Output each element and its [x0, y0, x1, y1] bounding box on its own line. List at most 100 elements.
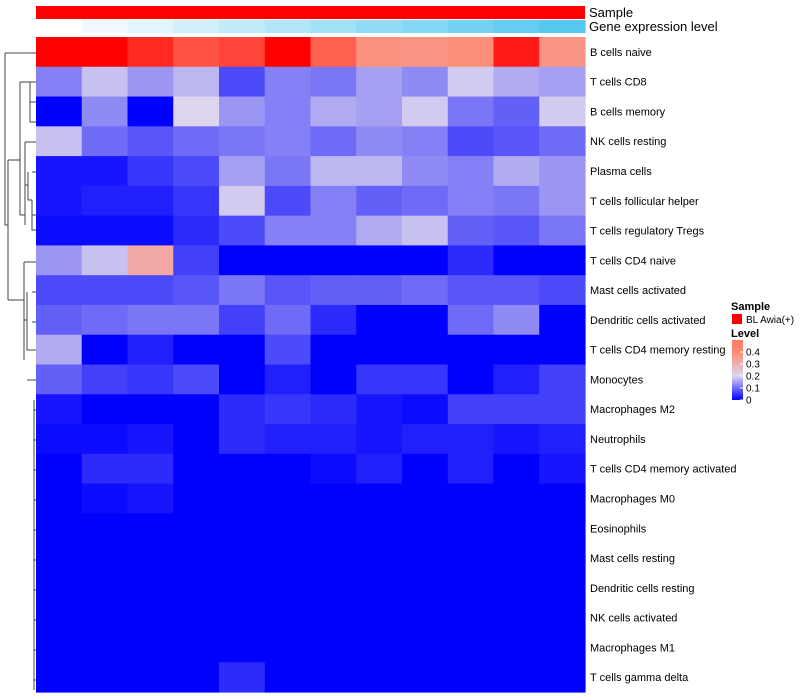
- heatmap-cell: [356, 453, 403, 485]
- heatmap-cell: [402, 513, 449, 544]
- heatmap-cell: [539, 424, 586, 455]
- heatmap-cell: [81, 572, 129, 604]
- heatmap-cell: [493, 96, 540, 127]
- heatmap-cell: [310, 96, 357, 127]
- heatmap-cell: [81, 96, 129, 127]
- heatmap-cell: [127, 602, 174, 634]
- heatmap-cell: [127, 632, 174, 663]
- heatmap-cell: [36, 304, 83, 336]
- heatmap-cell: [127, 453, 174, 485]
- heatmap-cell: [36, 215, 83, 247]
- row-label: T cells CD8: [590, 77, 647, 89]
- row-label: Plasma cells: [590, 166, 652, 178]
- heatmap-cell: [356, 304, 403, 336]
- heatmap-cell: [539, 394, 586, 425]
- heatmap-cell: [173, 215, 220, 247]
- heatmap-cell: [36, 245, 83, 276]
- legend-sample-swatch: [732, 314, 742, 324]
- heatmap-cell: [402, 334, 449, 366]
- heatmap-cell: [310, 245, 357, 276]
- dendrogram-branch: [24, 141, 36, 231]
- heatmap-cell: [81, 185, 129, 217]
- gene-expression-cell: [219, 20, 266, 33]
- heatmap-cell: [127, 424, 174, 455]
- heatmap-cell: [81, 632, 129, 663]
- heatmap-cell: [219, 602, 266, 634]
- annotation-bars: Sample Gene expression level: [36, 5, 718, 34]
- heatmap-cell: [402, 126, 449, 157]
- heatmap-cell: [493, 632, 540, 663]
- heatmap-cell: [264, 453, 312, 485]
- gene-expression-cell: [493, 20, 540, 33]
- heatmap-cell: [36, 334, 83, 366]
- heatmap-cell: [447, 215, 495, 247]
- heatmap-cell: [402, 215, 449, 247]
- heatmap-cell: [402, 602, 449, 634]
- heatmap-cell: [127, 275, 174, 306]
- legend-level-title: Level: [731, 328, 759, 340]
- dendrogram-branch: [19, 81, 30, 216]
- heatmap-cell: [447, 364, 495, 395]
- row-label: NK cells resting: [590, 136, 666, 148]
- heatmap-cell: [264, 304, 312, 336]
- heatmap-cell: [447, 304, 495, 336]
- heatmap-cell: [310, 275, 357, 306]
- legend-level-tick-label: 0: [746, 396, 752, 407]
- heatmap-cell: [81, 156, 129, 187]
- heatmap-cell: [493, 453, 540, 485]
- heatmap-cell: [356, 483, 403, 514]
- heatmap-cell: [264, 632, 312, 663]
- heatmap-cell: [81, 215, 129, 247]
- heatmap-cell: [539, 126, 586, 157]
- heatmap-cell: [493, 245, 540, 276]
- row-labels: B cells naive T cells CD8 B cells memory NK…: [590, 47, 737, 684]
- heatmap-cell: [264, 96, 312, 127]
- heatmap-cell: [127, 334, 174, 366]
- heatmap-cell: [219, 245, 266, 276]
- heatmap-cell: [81, 126, 129, 157]
- row-label: T cells CD4 naive: [590, 255, 676, 267]
- heatmap-cell: [493, 662, 540, 693]
- heatmap-cell: [127, 156, 174, 187]
- heatmap-cell: [539, 304, 586, 336]
- heatmap-cell: [219, 483, 266, 514]
- heatmap-cell: [219, 572, 266, 604]
- heatmap-cell: [539, 483, 586, 514]
- heatmap-cell: [447, 602, 495, 634]
- row-label: Monocytes: [590, 374, 644, 386]
- heatmap-cell: [402, 245, 449, 276]
- heatmap-cell: [264, 156, 312, 187]
- heatmap-cell: [447, 632, 495, 663]
- gene-expression-annotation-label: Gene expression level: [589, 19, 718, 34]
- heatmap-cell: [447, 424, 495, 455]
- heatmap-cell: [81, 66, 129, 98]
- heatmap-cell: [219, 334, 266, 366]
- heatmap-cell: [127, 543, 174, 574]
- row-dendrogram: [4, 52, 36, 690]
- heatmap-cell: [36, 602, 83, 634]
- heatmap-cell: [402, 364, 449, 395]
- gene-expression-cell: [264, 20, 312, 33]
- heatmap-cell: [173, 572, 220, 604]
- heatmap-cell: [36, 483, 83, 514]
- heatmap-cell: [173, 37, 220, 68]
- heatmap-cell: [36, 126, 83, 157]
- heatmap-cell: [402, 543, 449, 574]
- heatmap-cell: [356, 632, 403, 663]
- gene-expression-cell: [310, 20, 357, 33]
- heatmap-cell: [264, 275, 312, 306]
- row-label: Dendritic cells activated: [590, 315, 706, 327]
- heatmap-cell: [356, 424, 403, 455]
- heatmap-cell: [539, 513, 586, 544]
- heatmap-cell: [81, 602, 129, 634]
- gene-expression-cell: [81, 20, 129, 33]
- row-label: T cells gamma delta: [590, 672, 689, 684]
- heatmap-cell: [219, 126, 266, 157]
- heatmap-cell: [310, 215, 357, 247]
- heatmap-cell: [81, 37, 129, 68]
- heatmap-cell: [310, 483, 357, 514]
- row-label: B cells naive: [590, 47, 652, 59]
- heatmap-cell: [356, 394, 403, 425]
- heatmap-cell: [81, 394, 129, 425]
- heatmap-cell: [493, 394, 540, 425]
